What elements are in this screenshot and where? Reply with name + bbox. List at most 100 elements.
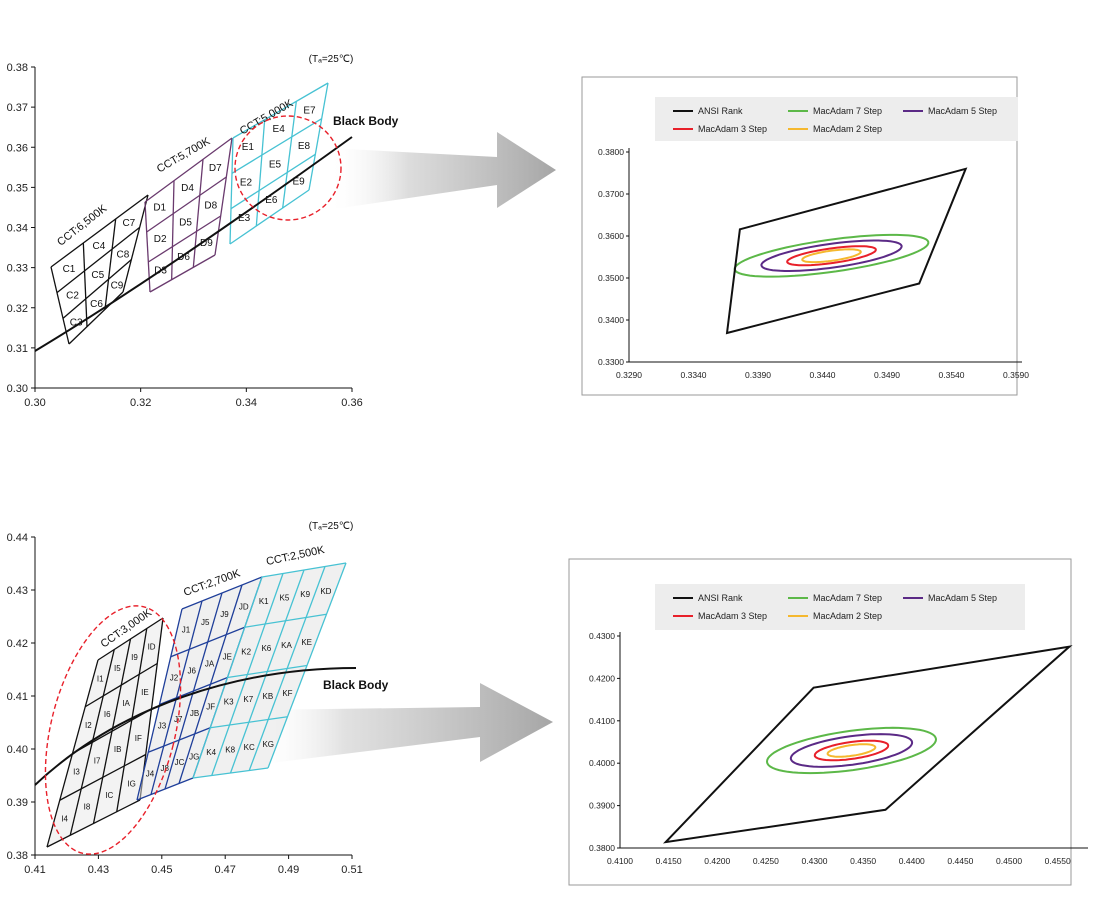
bin-gridline xyxy=(227,664,308,679)
cct-label: CCT:5,000K xyxy=(238,97,296,137)
y-tick-label: 0.38 xyxy=(7,850,28,862)
x-tick-label: 0.36 xyxy=(341,397,362,409)
bin-label: D6 xyxy=(177,252,190,263)
legend-label: MacAdam 7 Step xyxy=(813,593,882,603)
bin-gridline xyxy=(282,101,297,209)
y-tick-label: 0.37 xyxy=(7,102,28,114)
bin-label: I8 xyxy=(84,803,91,812)
y-tick-label: 0.4000 xyxy=(589,758,615,768)
bin-label: KG xyxy=(262,740,274,749)
bin-label: I2 xyxy=(85,721,92,730)
bin-label: E7 xyxy=(303,105,316,116)
bin-gridline xyxy=(136,777,194,801)
bin-label: JA xyxy=(205,659,215,668)
bin-label: K7 xyxy=(243,695,253,704)
bin-label: D8 xyxy=(204,200,217,211)
bin-label: JF xyxy=(206,702,215,711)
bin-label: KE xyxy=(301,638,312,647)
bin-label: J5 xyxy=(201,618,210,627)
bin-label: IC xyxy=(105,791,113,800)
bin-label: K4 xyxy=(206,748,216,757)
bin-label: J4 xyxy=(146,770,155,779)
bin-gridline xyxy=(122,194,149,293)
bin-label: C6 xyxy=(90,299,103,310)
bin-label: I7 xyxy=(94,756,101,765)
y-tick-label: 0.3300 xyxy=(598,357,624,367)
y-tick-label: 0.3600 xyxy=(598,231,624,241)
arrow-top xyxy=(328,132,556,210)
y-tick-label: 0.32 xyxy=(7,303,28,315)
bin-label: K1 xyxy=(259,597,269,606)
y-tick-label: 0.40 xyxy=(7,744,28,756)
legend-label: MacAdam 5 Step xyxy=(928,106,997,116)
macadam-ellipse xyxy=(733,233,930,278)
x-tick-label: 0.3590 xyxy=(1003,370,1029,380)
bin-gridline xyxy=(159,676,228,706)
x-tick-label: 0.3340 xyxy=(681,370,707,380)
bin-label: E5 xyxy=(269,159,282,170)
macadam-ellipse xyxy=(765,726,938,775)
legend-label: MacAdam 2 Step xyxy=(813,611,882,621)
x-tick-label: 0.51 xyxy=(341,864,362,876)
y-tick-label: 0.35 xyxy=(7,182,28,194)
bin-label: KC xyxy=(244,743,255,752)
bin-label: J3 xyxy=(158,722,167,731)
bin-label: E4 xyxy=(273,124,286,135)
bin-label: JC xyxy=(175,758,185,767)
bin-label: E3 xyxy=(238,213,251,224)
x-tick-label: 0.34 xyxy=(236,397,257,409)
bin-gridline xyxy=(261,562,347,578)
bin-gridline xyxy=(82,242,88,327)
bin-label: I1 xyxy=(97,675,104,684)
bin-label: JE xyxy=(223,652,232,661)
macadam-ellipse xyxy=(826,743,877,758)
black-body-curve xyxy=(34,667,357,786)
legend-label: MacAdam 3 Step xyxy=(698,124,767,134)
ansi-rank-quad xyxy=(662,645,1073,844)
y-tick-label: 0.3400 xyxy=(598,315,624,325)
bin-label: I6 xyxy=(104,710,111,719)
bin-label: K6 xyxy=(261,644,271,653)
bin-label: D7 xyxy=(209,163,222,174)
y-tick-label: 0.33 xyxy=(7,263,28,275)
x-tick-label: 0.4250 xyxy=(753,856,779,866)
macadam-ellipse xyxy=(813,739,890,762)
x-tick-label: 0.4350 xyxy=(850,856,876,866)
legend-label: MacAdam 2 Step xyxy=(813,124,882,134)
bin-label: K2 xyxy=(241,647,251,656)
bin-gridline xyxy=(50,194,149,268)
y-tick-label: 0.44 xyxy=(7,532,28,544)
y-tick-label: 0.3700 xyxy=(598,189,624,199)
cct-label: CCT:5,700K xyxy=(155,135,213,175)
legend-label: MacAdam 3 Step xyxy=(698,611,767,621)
legend-label: ANSI Rank xyxy=(698,593,743,603)
bin-label: J2 xyxy=(170,674,179,683)
x-tick-label: 0.32 xyxy=(130,397,151,409)
x-tick-label: 0.3440 xyxy=(810,370,836,380)
bin-gridline xyxy=(97,617,164,661)
bin-gridline xyxy=(149,254,216,293)
highlight-dashed-ellipse xyxy=(44,605,182,855)
top-bin-chart: 0.30 0.32 0.34 0.36 0.30 0.31 0.32 0.33 0.34 0.35… xyxy=(7,54,399,409)
bottom-bin-chart: 0.41 0.43 0.45 0.47 0.49 0.51 0.38 0.39 0.40 0.41… xyxy=(7,521,389,876)
bin-label: K5 xyxy=(280,594,290,603)
bin-label: C2 xyxy=(66,291,79,302)
bin-label: KA xyxy=(281,641,292,650)
bin-gridline xyxy=(84,662,158,708)
bin-gridline xyxy=(308,82,329,191)
bin-gridline xyxy=(192,767,269,779)
black-body-label: Black Body xyxy=(323,678,389,692)
macadam-ellipse xyxy=(789,733,914,768)
bin-gridline xyxy=(170,626,245,658)
bin-label: E8 xyxy=(298,141,311,152)
bottom-macadam-chart: ANSI Rank MacAdam 7 Step MacAdam 5 Step Mac… xyxy=(568,558,1088,886)
bin-gridline xyxy=(146,176,227,233)
bin-label: C7 xyxy=(122,218,135,229)
temperature-note: (Tₐ=25℃) xyxy=(309,521,354,532)
x-tick-label: 0.3540 xyxy=(939,370,965,380)
y-tick-label: 0.30 xyxy=(7,383,28,395)
x-tick-label: 0.4300 xyxy=(802,856,828,866)
bin-label: J9 xyxy=(220,610,229,619)
arrow-bottom xyxy=(255,683,553,765)
